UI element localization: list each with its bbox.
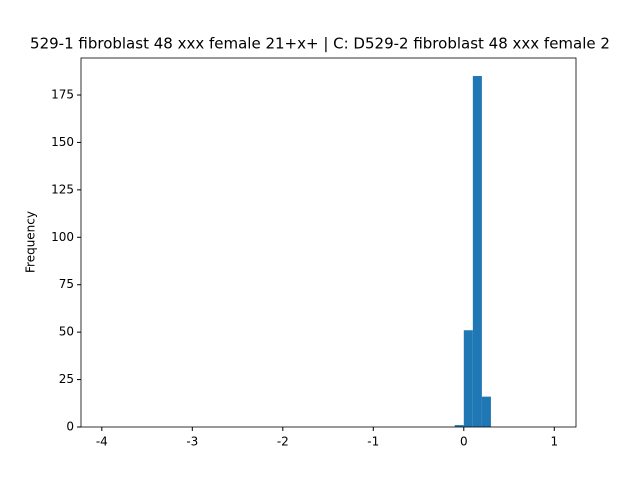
x-tick-label: -4 (96, 435, 108, 449)
x-tick-label: -3 (186, 435, 198, 449)
x-tick-label: 0 (460, 435, 468, 449)
y-tick-label: 50 (59, 325, 74, 339)
bar (463, 330, 473, 427)
x-tick-label: 1 (550, 435, 558, 449)
y-tick-label: 125 (51, 182, 74, 196)
bar (454, 425, 464, 427)
y-axis-label: Frequency (24, 211, 38, 273)
x-tick-label: -2 (277, 435, 289, 449)
bar (472, 76, 482, 428)
y-tick-label: 100 (51, 230, 74, 244)
y-tick-label: 150 (51, 135, 74, 149)
y-tick-label: 0 (66, 420, 74, 434)
y-tick-label: 75 (59, 277, 74, 291)
bar (481, 396, 491, 427)
plot-frame (80, 57, 577, 428)
x-tick-label: -1 (367, 435, 379, 449)
y-tick-label: 25 (59, 372, 74, 386)
chart-title: 529-1 fibroblast 48 xxx female 21+x+ | C… (30, 35, 610, 53)
y-tick-label: 175 (51, 87, 74, 101)
